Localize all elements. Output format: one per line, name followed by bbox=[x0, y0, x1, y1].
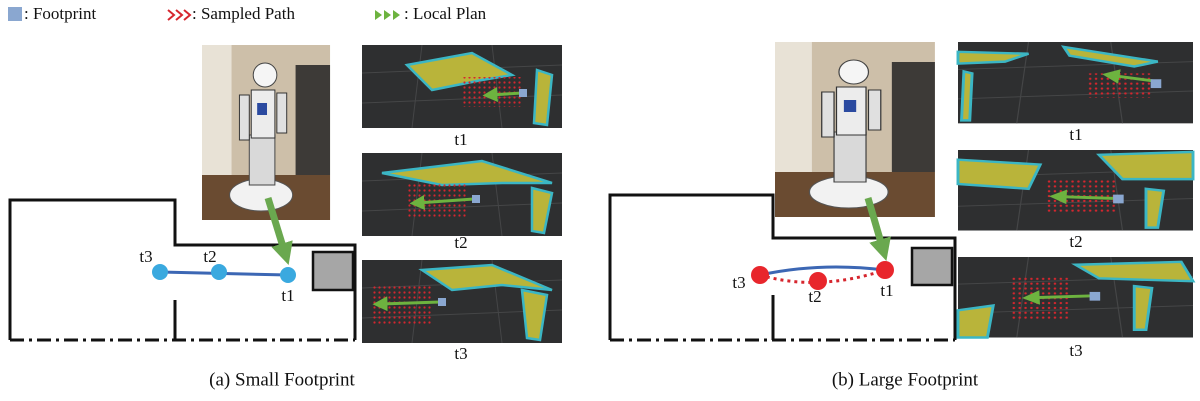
floor-plan bbox=[10, 200, 355, 340]
path-label: t3 bbox=[139, 247, 152, 266]
panel-b: t3 t2 t1 t1 t2 t3 (b) Large Footprint bbox=[610, 42, 1193, 390]
path-label: t2 bbox=[203, 247, 216, 266]
snapshot-label: t1 bbox=[1069, 125, 1082, 144]
robot-photo bbox=[775, 42, 935, 217]
path-point bbox=[211, 264, 227, 280]
path-label: t1 bbox=[880, 281, 893, 300]
robot-photo bbox=[202, 45, 330, 220]
path-point bbox=[876, 261, 894, 279]
snapshot-label: t3 bbox=[1069, 341, 1082, 360]
obstacle bbox=[313, 252, 353, 290]
path-label: t3 bbox=[732, 273, 745, 292]
snapshot-label: t3 bbox=[454, 344, 467, 363]
map-snapshot bbox=[958, 42, 1193, 123]
obstacle bbox=[912, 248, 952, 285]
legend-label: : Sampled Path bbox=[192, 4, 295, 23]
map-snapshot bbox=[362, 260, 562, 343]
path-label: t1 bbox=[281, 286, 294, 305]
snapshot-label: t2 bbox=[1069, 232, 1082, 251]
legend-label: : Footprint bbox=[24, 4, 97, 23]
snapshot-label: t1 bbox=[454, 130, 467, 149]
legend-swatch bbox=[8, 7, 22, 21]
panel-caption: (b) Large Footprint bbox=[832, 369, 979, 390]
panel-caption: (a) Small Footprint bbox=[209, 369, 355, 390]
map-snapshot bbox=[958, 257, 1193, 338]
map-snapshot bbox=[362, 45, 562, 128]
map-snapshot bbox=[958, 150, 1193, 231]
path-point bbox=[751, 266, 769, 284]
legend-icon bbox=[168, 10, 190, 20]
legend-label: : Local Plan bbox=[404, 4, 487, 23]
path-point bbox=[152, 264, 168, 280]
legend-icon bbox=[375, 10, 400, 20]
map-snapshot bbox=[362, 153, 562, 236]
figure: : Footprint : Sampled Path : Local Plan … bbox=[0, 0, 1200, 401]
snapshot-label: t2 bbox=[454, 233, 467, 252]
panel-a: t3 t2 t1 t1 t2 t3 (a) Small Footprint bbox=[10, 45, 562, 390]
path-point bbox=[280, 267, 296, 283]
path-label: t2 bbox=[808, 287, 821, 306]
